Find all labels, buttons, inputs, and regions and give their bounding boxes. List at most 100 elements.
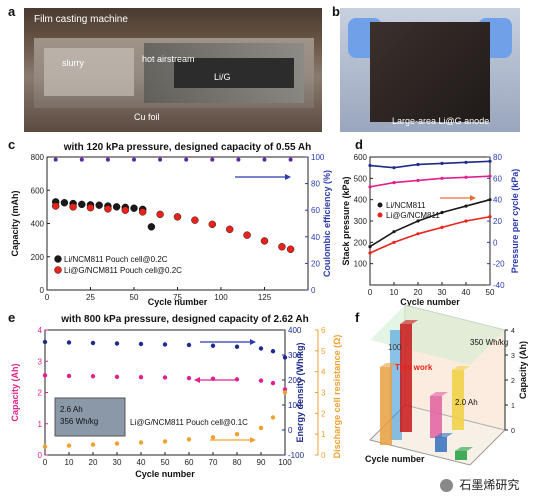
- chart-f-ytick-label: 1: [511, 403, 515, 410]
- chart-d-point-s3: [392, 181, 396, 185]
- chart-c-y2label: Coulombic efficiency (%): [322, 170, 332, 277]
- chart-c-point-s0: [147, 223, 156, 231]
- chart-d-y2-ytick-label: 20: [493, 217, 502, 226]
- chart-c-point-s1: [156, 210, 164, 219]
- chart-c-point-s1: [225, 225, 234, 234]
- chart-d-point-s0: [368, 245, 372, 249]
- chart-f-annotation-wh: 350 Wh/kg: [470, 338, 508, 347]
- chart-d-point-s2: [416, 162, 420, 167]
- chart-c-point-s1: [69, 203, 77, 211]
- watermark-icon: [440, 479, 453, 493]
- chart-e-y-ytick-label: 2: [38, 389, 43, 398]
- chart-d-y2-ytick-label: 0: [493, 238, 498, 247]
- chart-d-xtick-label: 40: [462, 288, 471, 297]
- chart-e-inset-text-2: 356 Wh/kg: [60, 417, 98, 426]
- chart-d-point-s0: [416, 219, 420, 223]
- chart-f-annotation-ah: 2.0 Ah: [455, 398, 478, 407]
- chart-c-point-s1: [173, 213, 182, 221]
- chart-f-bar: [400, 324, 412, 432]
- chart-e-point-s1: [90, 340, 96, 346]
- chart-c-y2-ytick-label: 0: [311, 286, 316, 295]
- chart-c-point-s1: [208, 220, 217, 229]
- chart-e-xtick-label: 70: [209, 458, 218, 467]
- photo-label-hot-airstream: hot airstream: [142, 54, 195, 64]
- chart-c-point-s2: [288, 157, 293, 162]
- chart-f-bar: [430, 396, 442, 438]
- photo-label-cu-foil: Cu foil: [134, 112, 160, 122]
- chart-e-point-s1: [42, 339, 48, 345]
- chart-d-point-s3: [464, 175, 468, 179]
- chart-d-y-ytick-label: 100: [354, 260, 368, 269]
- chart-e-point-s2: [270, 415, 276, 420]
- chart-f-bar: [435, 437, 447, 452]
- chart-f-ytick-label: 3: [511, 353, 515, 360]
- chart-e-xtick-label: 80: [233, 458, 242, 467]
- chart-d-point-s2: [440, 161, 444, 165]
- chart-e-point-s2: [186, 437, 192, 442]
- chart-e-y3label: Discharge cell resistance (Ω): [332, 335, 342, 459]
- chart-e-y3-ytick-label: 2: [321, 409, 326, 418]
- chart-c-xtick-label: 75: [173, 293, 182, 302]
- photo-caption: Large-area Li@G anode: [392, 116, 490, 126]
- chart-d-point-s2: [464, 160, 468, 164]
- chart-f-bar: [380, 367, 392, 445]
- panel-letter-a: a: [8, 4, 16, 19]
- chart-e-y3-ytick-label: 1: [321, 430, 326, 439]
- chart-e-xtick-label: 40: [137, 458, 146, 467]
- chart-c-point-s1: [138, 208, 147, 216]
- photo-title: Film casting machine: [34, 14, 128, 25]
- chart-c-point-s1: [121, 206, 130, 214]
- chart-d-point-s2: [392, 166, 396, 170]
- chart-e-xtick-label: 50: [161, 458, 170, 467]
- chart-f-bar-top: [455, 447, 473, 451]
- chart-d-point-s2: [488, 159, 492, 163]
- chart-e-point-s1: [210, 343, 216, 348]
- watermark-text: 石墨烯研究: [459, 478, 520, 492]
- chart-e-y-ytick-label: 0: [38, 451, 43, 460]
- chart-e-point-s1: [282, 355, 288, 360]
- chart-c-legend-label: Li@G/NCM811 Pouch cell@0.2C: [64, 266, 182, 275]
- chart-e-xtick-label: 0: [43, 458, 48, 467]
- chart-c-point-s2: [79, 157, 84, 162]
- chart-c-title: with 120 kPa pressure, designed capacity…: [63, 142, 312, 153]
- chart-e-title: with 800 kPa pressure, designed capacity…: [60, 314, 309, 325]
- chart-c-y2-ytick-label: 80: [311, 180, 320, 189]
- chart-c-point-s0: [112, 203, 121, 211]
- chart-c-point-s2: [210, 157, 215, 162]
- chart-c-y-ytick-label: 0: [40, 286, 45, 295]
- chart-d-y-ytick-label: 600: [354, 153, 368, 162]
- chart-e-inset-photo: [54, 397, 126, 437]
- chart-e-point-s2: [42, 444, 48, 449]
- chart-d-line-s1: [369, 215, 491, 254]
- chart-c-point-s2: [236, 157, 241, 162]
- chart-e-point-s1: [186, 342, 192, 348]
- chart-d-point-s0: [392, 230, 396, 234]
- chart-e-y2-ytick-label: 100: [288, 401, 302, 410]
- chart-d-y2-ytick-label: 40: [493, 196, 502, 205]
- chart-e-point-s1: [258, 346, 264, 351]
- chart-f-ylabel: Capacity (Ah): [518, 341, 528, 399]
- chart-c-point-s0: [78, 200, 86, 209]
- chart-d-legend-marker: [377, 202, 383, 208]
- panel-letter-e: e: [8, 310, 16, 325]
- chart-d-point-s1: [464, 219, 468, 223]
- chart-d-point-s3: [416, 178, 420, 183]
- chart-c-xtick-label: 125: [258, 293, 272, 302]
- chart-c-point-s1: [86, 204, 95, 212]
- chart-d-point-s0: [464, 204, 468, 208]
- chart-d-y2-ytick-label: -20: [493, 260, 505, 269]
- chart-e-point-s0: [66, 373, 72, 379]
- chart-c-y-ytick-label: 200: [31, 253, 45, 262]
- chart-e-point-s1: [270, 349, 276, 354]
- chart-e-xtick-label: 90: [257, 458, 266, 467]
- chart-c-point-s0: [130, 204, 138, 212]
- chart-f-bar-top: [430, 392, 448, 396]
- panel-letter-b: b: [332, 4, 340, 19]
- chart-e-point-s1: [66, 340, 72, 345]
- chart-e-point-s0: [186, 375, 192, 381]
- chart-e-point-s2: [162, 439, 168, 444]
- chart-c-y2-ytick-label: 20: [311, 259, 320, 268]
- chart-d-xtick-label: 50: [486, 288, 495, 297]
- chart-d-point-s1: [416, 232, 420, 236]
- chart-c-xtick-label: 50: [130, 293, 139, 302]
